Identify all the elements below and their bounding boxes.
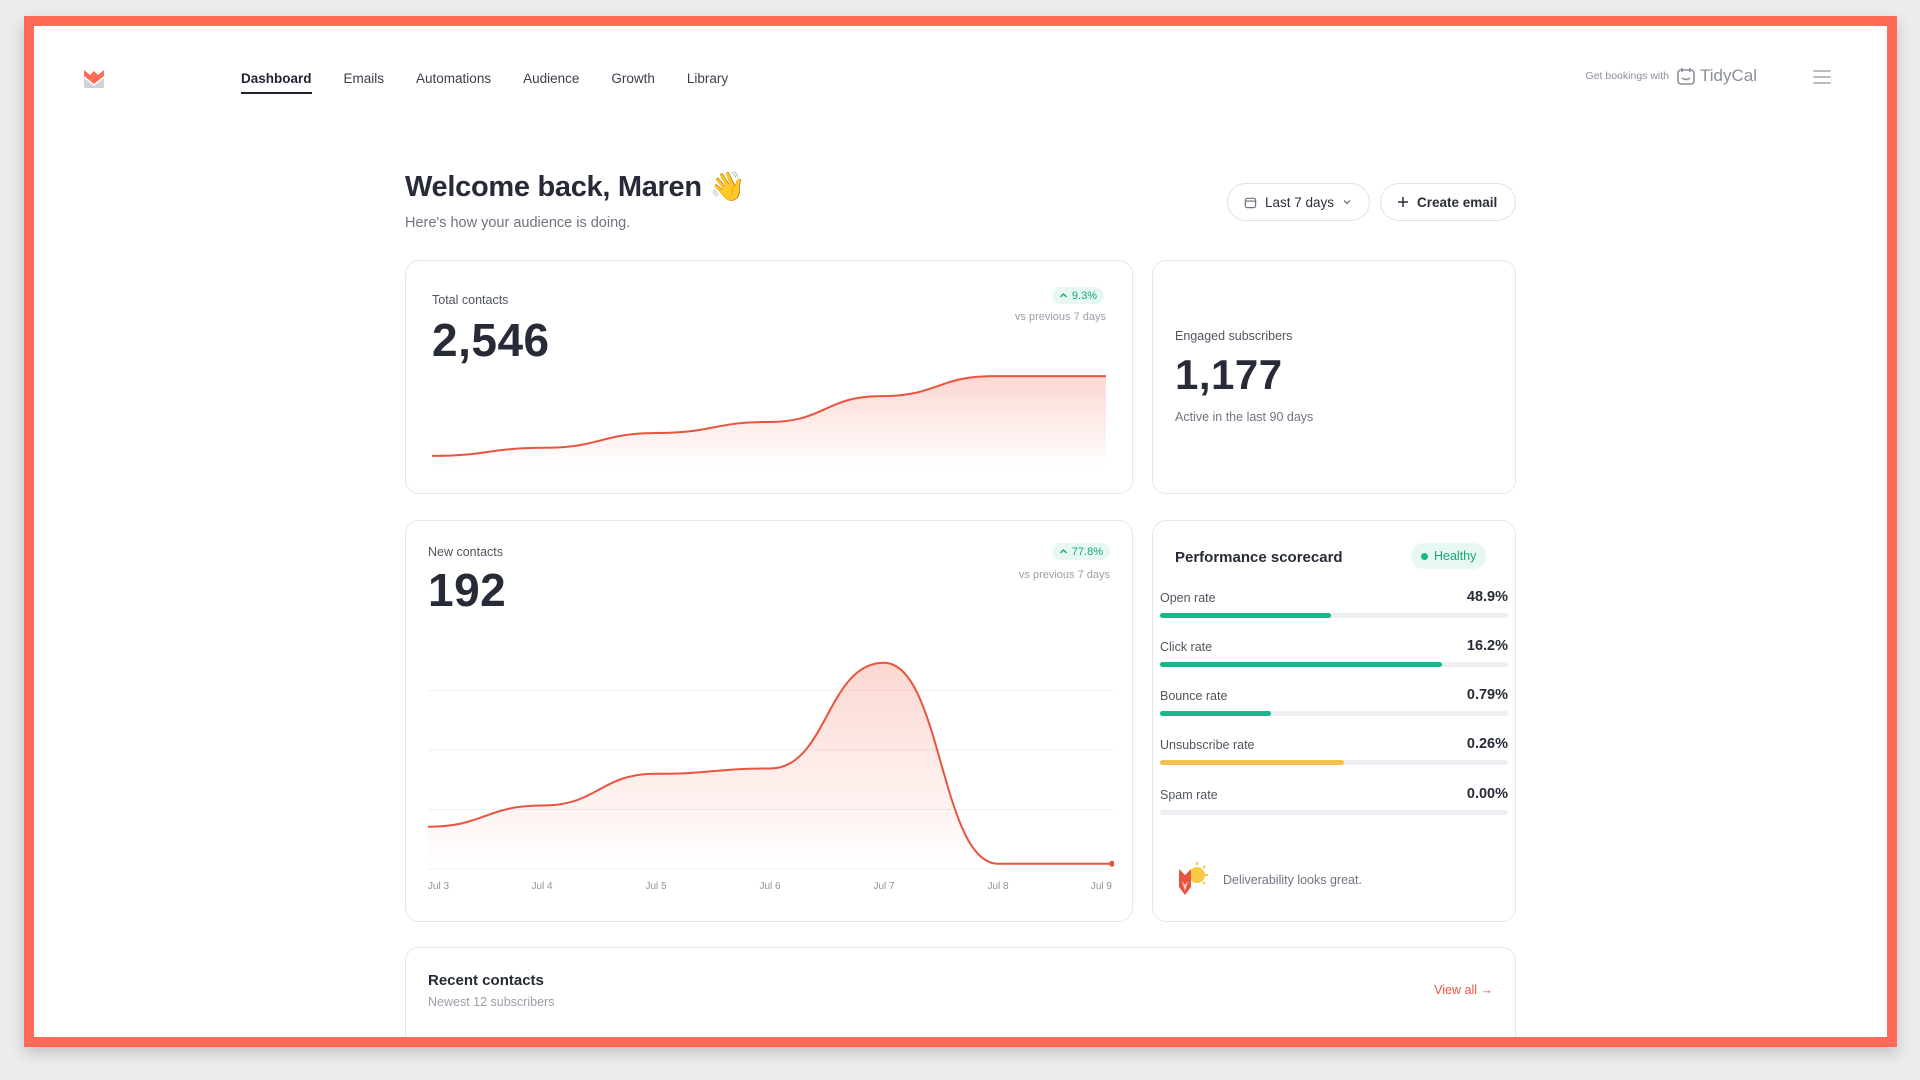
metric-track [1160,613,1508,618]
new-contacts-card: New contacts 192 77.8% vs previous 7 day… [405,520,1133,922]
create-email-label: Create email [1417,194,1498,210]
deliverability-text: Deliverability looks great. [1223,873,1362,887]
tidycal-brand: TidyCal [1700,66,1757,85]
engaged-subscribers-value: 1,177 [1175,351,1283,398]
arrow-up-icon [1059,549,1067,554]
new-contacts-chart: Jul 3 Jul 4 Jul 5 Jul 6 Jul 7 Jul 8 Jul 9 [428,661,1114,892]
series-line [428,661,1112,865]
x-tick-label: Jul 3 [428,881,450,892]
x-tick-label: Jul 9 [1091,881,1113,892]
app-screen: Dashboard Emails Automations Audience Gr… [34,26,1887,1037]
metric-name: Click rate [1160,640,1213,654]
metric-bar [1160,760,1345,765]
date-range-label: Last 7 days [1265,194,1335,210]
metric-name: Bounce rate [1160,689,1228,703]
metric-value: 48.9% [1466,589,1508,605]
nav-item-automations[interactable]: Automations [416,71,492,86]
engaged-subscribers-card: Engaged subscribers 1,177 Active in the … [1152,260,1516,494]
tidycal-promo[interactable]: Get bookings with TidyCal [1586,66,1757,86]
total-contacts-chart [432,375,1107,467]
metric-bar [1160,711,1272,716]
new-contacts-change: 77.8% [1071,545,1103,558]
hamburger-menu-icon[interactable] [1813,70,1831,84]
nav-item-growth[interactable]: Growth [611,71,655,86]
scorecard-title: Performance scorecard [1175,549,1343,566]
recent-contacts-card: Recent contacts Newest 12 subscribers Vi… [405,947,1516,1037]
engaged-subscribers-label: Engaged subscribers [1175,329,1293,343]
x-tick-label: Jul 6 [759,881,781,892]
series-area [432,376,1106,467]
nav-item-emails[interactable]: Emails [343,71,385,86]
recent-contacts-subtitle: Newest 12 subscribers [428,995,555,1009]
plus-icon [1398,197,1408,207]
x-tick-label: Jul 8 [987,881,1009,892]
status-dot-icon [1421,552,1428,560]
metric-track [1160,760,1508,765]
total-contacts-label: Total contacts [432,293,509,307]
view-all-link[interactable]: View all → [1434,983,1493,997]
metric-bar [1160,662,1442,667]
total-contacts-change-badge: 9.3% [1051,287,1104,304]
recent-contacts-title: Recent contacts [428,972,544,989]
main-nav: Dashboard Emails Automations Audience Gr… [241,71,760,94]
health-status-label: Healthy [1434,549,1477,563]
tidycal-logo: TidyCal [1676,66,1757,86]
create-email-button[interactable]: Create email [1380,183,1516,221]
total-contacts-card: Total contacts 2,546 9.3% vs previous 7 … [405,260,1133,494]
metric-value: 0.79% [1466,687,1508,703]
new-contacts-change-badge: 77.8% [1051,543,1110,560]
page-subtitle: Here's how your audience is doing. [405,215,631,231]
total-contacts-value: 2,546 [432,314,550,366]
deliverability-note: Deliverability looks great. [1173,861,1362,899]
metric-value: 0.00% [1466,786,1508,802]
metric-value: 0.26% [1466,736,1508,752]
arrow-up-icon [1059,293,1067,298]
new-contacts-comparison: vs previous 7 days [1018,569,1110,581]
total-contacts-change: 9.3% [1071,289,1097,302]
calendar-icon [1244,197,1257,208]
metric-name: Unsubscribe rate [1160,738,1255,752]
chevron-down-icon [1343,200,1351,205]
x-tick-label: Jul 5 [645,881,667,892]
metric-track [1160,810,1508,815]
series-area [428,662,1112,869]
app-logo-icon[interactable] [81,66,107,92]
calendar-icon [1677,68,1695,85]
metric-track [1160,711,1508,716]
metric-track [1160,662,1508,667]
data-point [1109,860,1114,867]
booking-text: Get bookings with [1585,70,1669,82]
date-range-dropdown[interactable]: Last 7 days [1227,183,1370,221]
nav-item-library[interactable]: Library [686,71,729,86]
x-tick-label: Jul 4 [531,881,553,892]
engaged-subscribers-note: Active in the last 90 days [1175,410,1314,424]
new-contacts-label: New contacts [428,545,504,559]
metric-bar [1160,613,1331,618]
nav-item-dashboard[interactable]: Dashboard [241,71,312,94]
page-title: Welcome back, Maren 👋 [405,171,746,203]
performance-scorecard-card: Performance scorecard Healthy Open rate … [1152,520,1516,922]
x-tick-label: Jul 7 [873,881,895,892]
metric-name: Open rate [1160,591,1216,605]
nav-item-audience[interactable]: Audience [523,71,580,86]
total-contacts-comparison: vs previous 7 days [1014,311,1106,323]
health-status-badge: Healthy [1411,543,1487,569]
metric-name: Spam rate [1160,788,1218,802]
new-contacts-value: 192 [428,564,507,616]
fox-mascot-icon [1179,862,1208,895]
metric-value: 16.2% [1466,638,1508,654]
